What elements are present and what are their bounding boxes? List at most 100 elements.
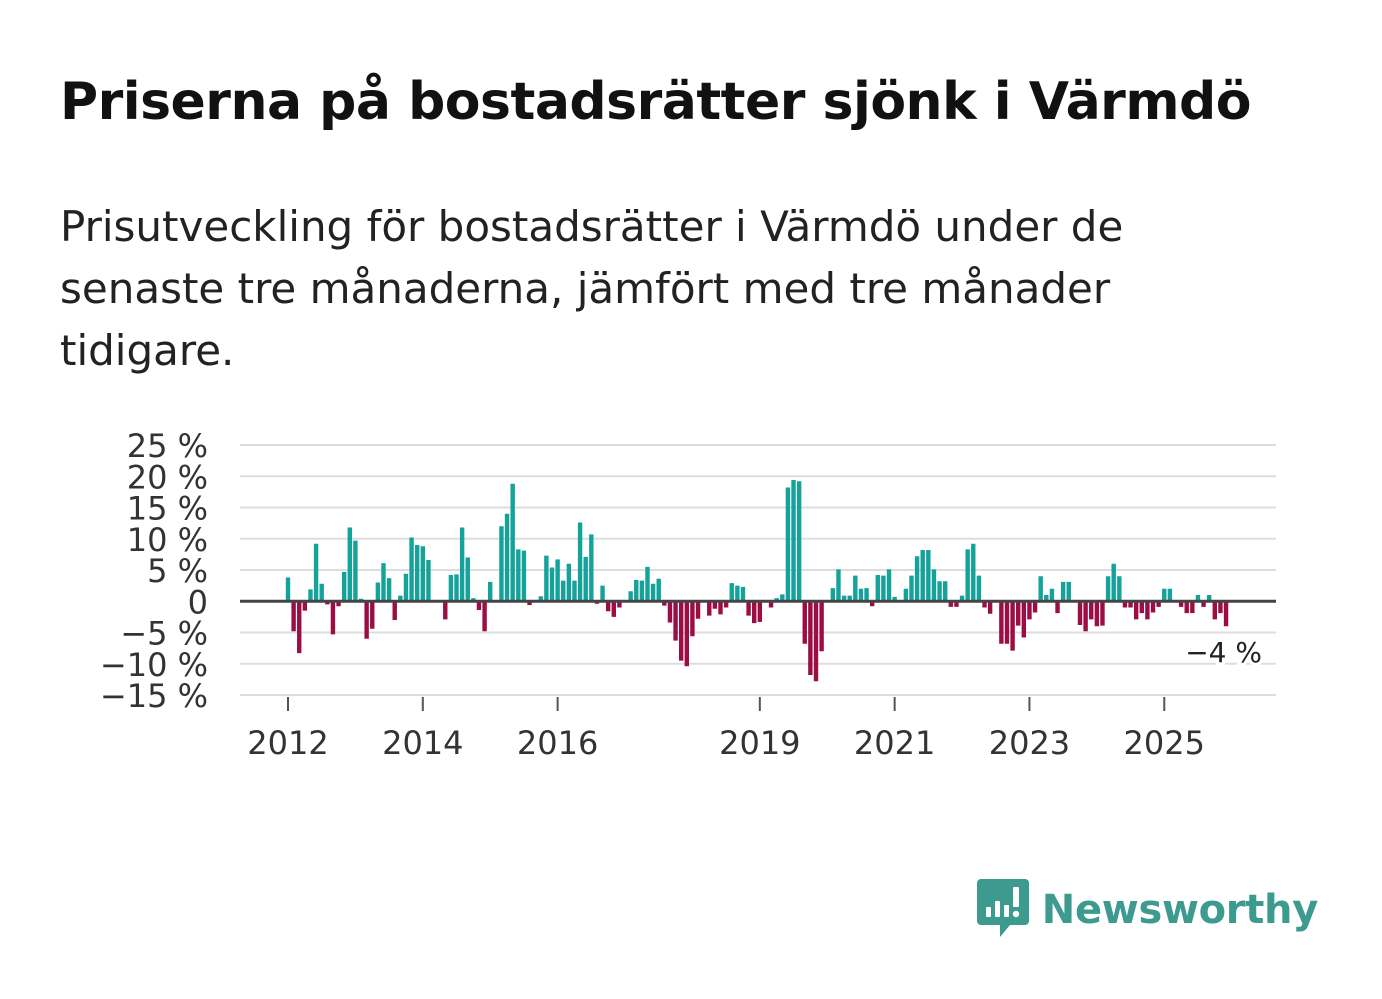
- bar: [982, 601, 987, 608]
- bar: [813, 601, 819, 682]
- bar: [926, 550, 931, 602]
- bar: [572, 580, 577, 602]
- bar: [403, 573, 409, 602]
- bar: [398, 595, 403, 602]
- bar: [645, 566, 650, 602]
- x-tick-label: 2016: [517, 724, 598, 762]
- bar: [830, 588, 836, 602]
- bar: [920, 550, 925, 602]
- bar: [1139, 601, 1144, 614]
- bar: [819, 601, 824, 652]
- bar: [549, 567, 555, 602]
- bar: [347, 527, 352, 602]
- y-tick-label: −15 %: [100, 677, 208, 715]
- bar: [1150, 601, 1156, 613]
- bar: [1038, 576, 1043, 602]
- bar: [735, 585, 740, 602]
- bar: [1190, 601, 1195, 614]
- bars: [285, 480, 1229, 682]
- x-tick-label: 2019: [719, 724, 800, 762]
- bar: [561, 580, 566, 602]
- bar: [1105, 576, 1111, 602]
- bar: [325, 601, 330, 605]
- annotations: −4 %: [1182, 633, 1265, 672]
- bar: [291, 601, 296, 632]
- bar: [1184, 601, 1189, 614]
- bar: [999, 601, 1004, 644]
- bar: [285, 577, 291, 602]
- bar: [931, 569, 937, 602]
- bar: [678, 601, 684, 661]
- y-tick-label: −5 %: [120, 615, 208, 653]
- bar: [504, 513, 510, 602]
- bar: [881, 575, 886, 602]
- bar: [1021, 601, 1027, 638]
- bar: [853, 575, 858, 602]
- bar: [308, 589, 313, 602]
- newsworthy-logo: Newsworthy: [976, 878, 1318, 942]
- y-tick-label: 20 %: [127, 458, 208, 496]
- bar: [1111, 563, 1116, 602]
- bar: [791, 480, 796, 602]
- bar: [482, 601, 487, 632]
- bar: [302, 601, 308, 611]
- bar: [1223, 601, 1229, 627]
- bar: [521, 550, 527, 602]
- bar: [965, 549, 970, 602]
- y-tick-label: −10 %: [100, 646, 208, 684]
- bar: [330, 601, 336, 635]
- bar: [1178, 601, 1184, 607]
- bar: [459, 527, 465, 602]
- bar: [712, 601, 718, 609]
- bar: [1128, 601, 1133, 608]
- bar: [673, 601, 678, 641]
- x-tick-label: 2021: [854, 724, 935, 762]
- bar: [1167, 588, 1173, 602]
- bar: [454, 574, 459, 602]
- bar: [1117, 576, 1122, 602]
- bar: [1049, 588, 1055, 602]
- y-tick-label: 5 %: [147, 552, 208, 590]
- bar: [752, 601, 757, 624]
- bar: [802, 601, 807, 644]
- bar: [1077, 601, 1083, 625]
- bar: [650, 583, 656, 602]
- bar: [370, 601, 375, 629]
- page-subtitle: Prisutveckling för bostadsrätter i Värmd…: [60, 202, 1124, 375]
- bar: [1083, 601, 1088, 632]
- bar: [707, 601, 712, 616]
- bar: [937, 581, 942, 602]
- bar: [987, 601, 993, 614]
- y-tick-label: 15 %: [127, 490, 208, 528]
- bar: [639, 580, 645, 602]
- bar-chart: 25 %20 %15 %10 %5 %0−5 %−10 %−15 % 2012 2…: [100, 427, 1276, 762]
- x-tick-label: 2023: [989, 724, 1070, 762]
- bar: [510, 483, 515, 602]
- bar: [684, 601, 690, 667]
- bar: [690, 601, 695, 637]
- bar: [1156, 601, 1161, 607]
- bar: [864, 588, 869, 602]
- bar: [796, 481, 802, 602]
- bar: [336, 601, 341, 607]
- bar: [892, 596, 897, 602]
- bar: [914, 556, 920, 602]
- bar: [1206, 595, 1212, 602]
- bar: [1027, 601, 1032, 620]
- bar: [1100, 601, 1105, 626]
- newsworthy-logo-icon: [976, 877, 1030, 943]
- bar: [476, 601, 482, 610]
- bar: [319, 583, 324, 602]
- bar: [600, 585, 605, 602]
- bar: [386, 578, 392, 602]
- y-tick-label: 25 %: [127, 427, 208, 465]
- bar: [656, 578, 661, 602]
- bar: [392, 601, 397, 620]
- bar: [1094, 601, 1100, 627]
- bar: [959, 595, 965, 602]
- x-tick-label: 2025: [1124, 724, 1205, 762]
- bar: [1195, 595, 1201, 602]
- bar: [1055, 601, 1060, 614]
- bar: [1010, 601, 1015, 651]
- bar: [1060, 581, 1066, 602]
